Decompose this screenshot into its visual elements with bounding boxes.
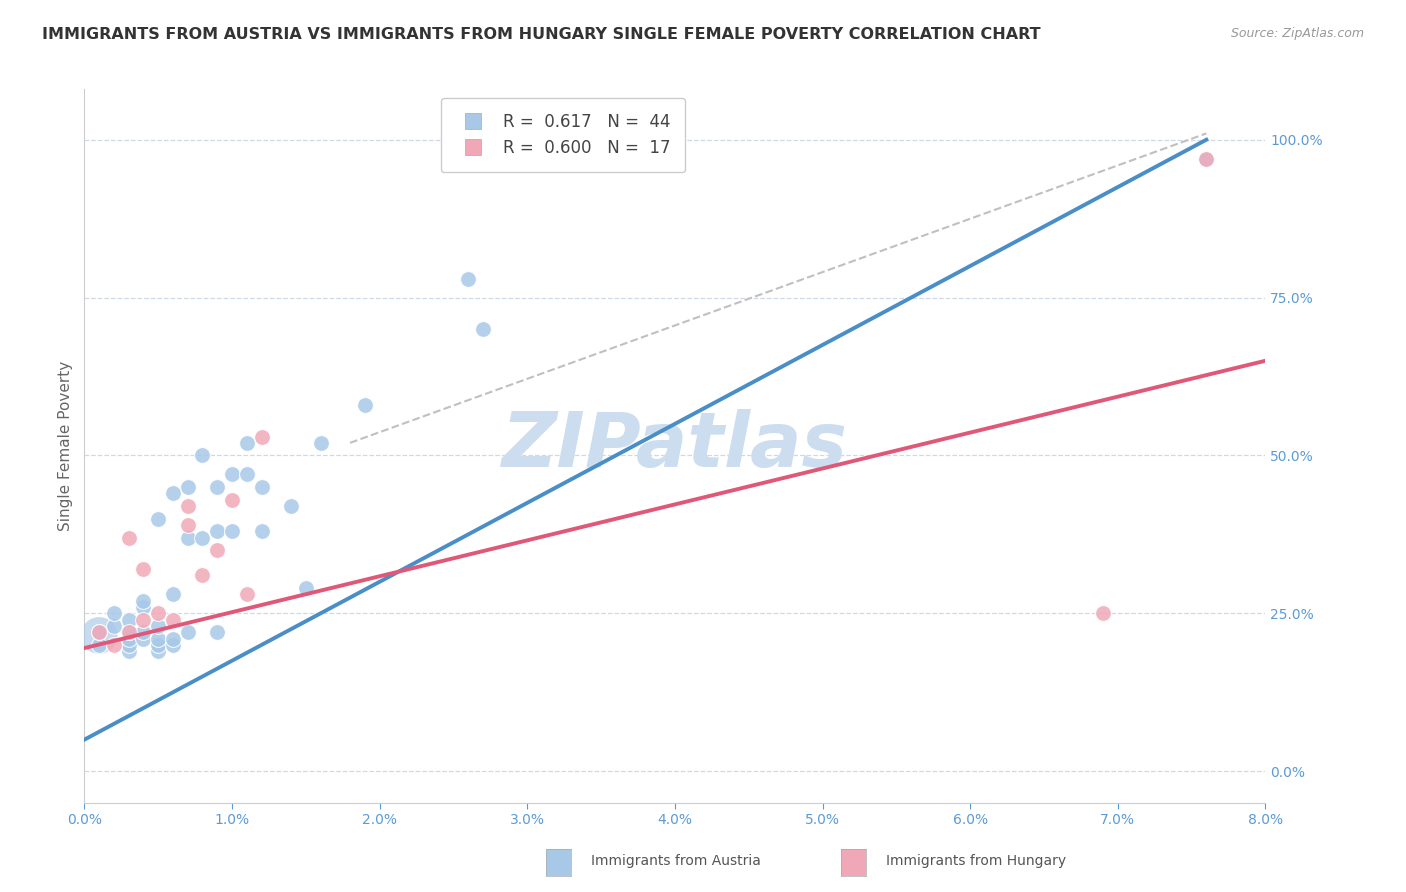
Point xyxy=(236,467,259,482)
Y-axis label: Single Female Poverty: Single Female Poverty xyxy=(58,361,73,531)
Point xyxy=(132,600,155,615)
Point xyxy=(354,398,377,412)
Point xyxy=(250,429,273,443)
Point xyxy=(162,632,184,646)
Point xyxy=(177,531,200,545)
Point xyxy=(148,619,170,633)
Point xyxy=(89,628,111,642)
Point xyxy=(162,486,184,500)
Point xyxy=(191,531,214,545)
Point xyxy=(221,467,243,482)
Point xyxy=(177,625,200,640)
Point xyxy=(89,625,111,640)
Point xyxy=(118,644,141,658)
Point xyxy=(118,613,141,627)
Point xyxy=(118,625,141,640)
Point xyxy=(89,625,111,640)
Point xyxy=(148,638,170,652)
Point xyxy=(191,449,214,463)
Point xyxy=(103,638,125,652)
Point xyxy=(205,543,228,558)
Text: Immigrants from Austria: Immigrants from Austria xyxy=(591,854,761,868)
Point xyxy=(132,562,155,576)
Point xyxy=(132,613,155,627)
Point xyxy=(177,480,200,494)
Text: Source: ZipAtlas.com: Source: ZipAtlas.com xyxy=(1230,27,1364,40)
Point xyxy=(148,632,170,646)
Point xyxy=(250,524,273,539)
Point xyxy=(132,593,155,607)
Point xyxy=(118,632,141,646)
Text: IMMIGRANTS FROM AUSTRIA VS IMMIGRANTS FROM HUNGARY SINGLE FEMALE POVERTY CORRELA: IMMIGRANTS FROM AUSTRIA VS IMMIGRANTS FR… xyxy=(42,27,1040,42)
Point xyxy=(1195,152,1218,166)
Point xyxy=(1195,152,1218,166)
Point xyxy=(205,524,228,539)
Point xyxy=(457,271,479,285)
Point xyxy=(221,492,243,507)
Legend: R =  0.617   N =  44, R =  0.600   N =  17: R = 0.617 N = 44, R = 0.600 N = 17 xyxy=(441,97,685,172)
Point xyxy=(472,322,495,336)
Point xyxy=(205,625,228,640)
Point xyxy=(236,587,259,601)
Point xyxy=(148,511,170,525)
Text: ZIPatlas: ZIPatlas xyxy=(502,409,848,483)
Point xyxy=(280,499,302,513)
Point xyxy=(118,531,141,545)
Point xyxy=(191,568,214,582)
Point xyxy=(132,632,155,646)
Point xyxy=(118,625,141,640)
Point xyxy=(103,607,125,621)
Point xyxy=(177,517,200,532)
Point xyxy=(295,581,318,595)
Point xyxy=(236,435,259,450)
Point xyxy=(1092,607,1115,621)
Point xyxy=(177,499,200,513)
Text: Immigrants from Hungary: Immigrants from Hungary xyxy=(886,854,1066,868)
Point xyxy=(148,607,170,621)
Point xyxy=(132,625,155,640)
Point xyxy=(205,480,228,494)
Point xyxy=(118,638,141,652)
Point xyxy=(162,613,184,627)
Point xyxy=(664,152,686,166)
Point xyxy=(162,638,184,652)
Point xyxy=(89,638,111,652)
Point xyxy=(250,480,273,494)
Point xyxy=(221,524,243,539)
Point xyxy=(162,587,184,601)
Point xyxy=(148,644,170,658)
Point xyxy=(309,435,332,450)
Point xyxy=(103,619,125,633)
